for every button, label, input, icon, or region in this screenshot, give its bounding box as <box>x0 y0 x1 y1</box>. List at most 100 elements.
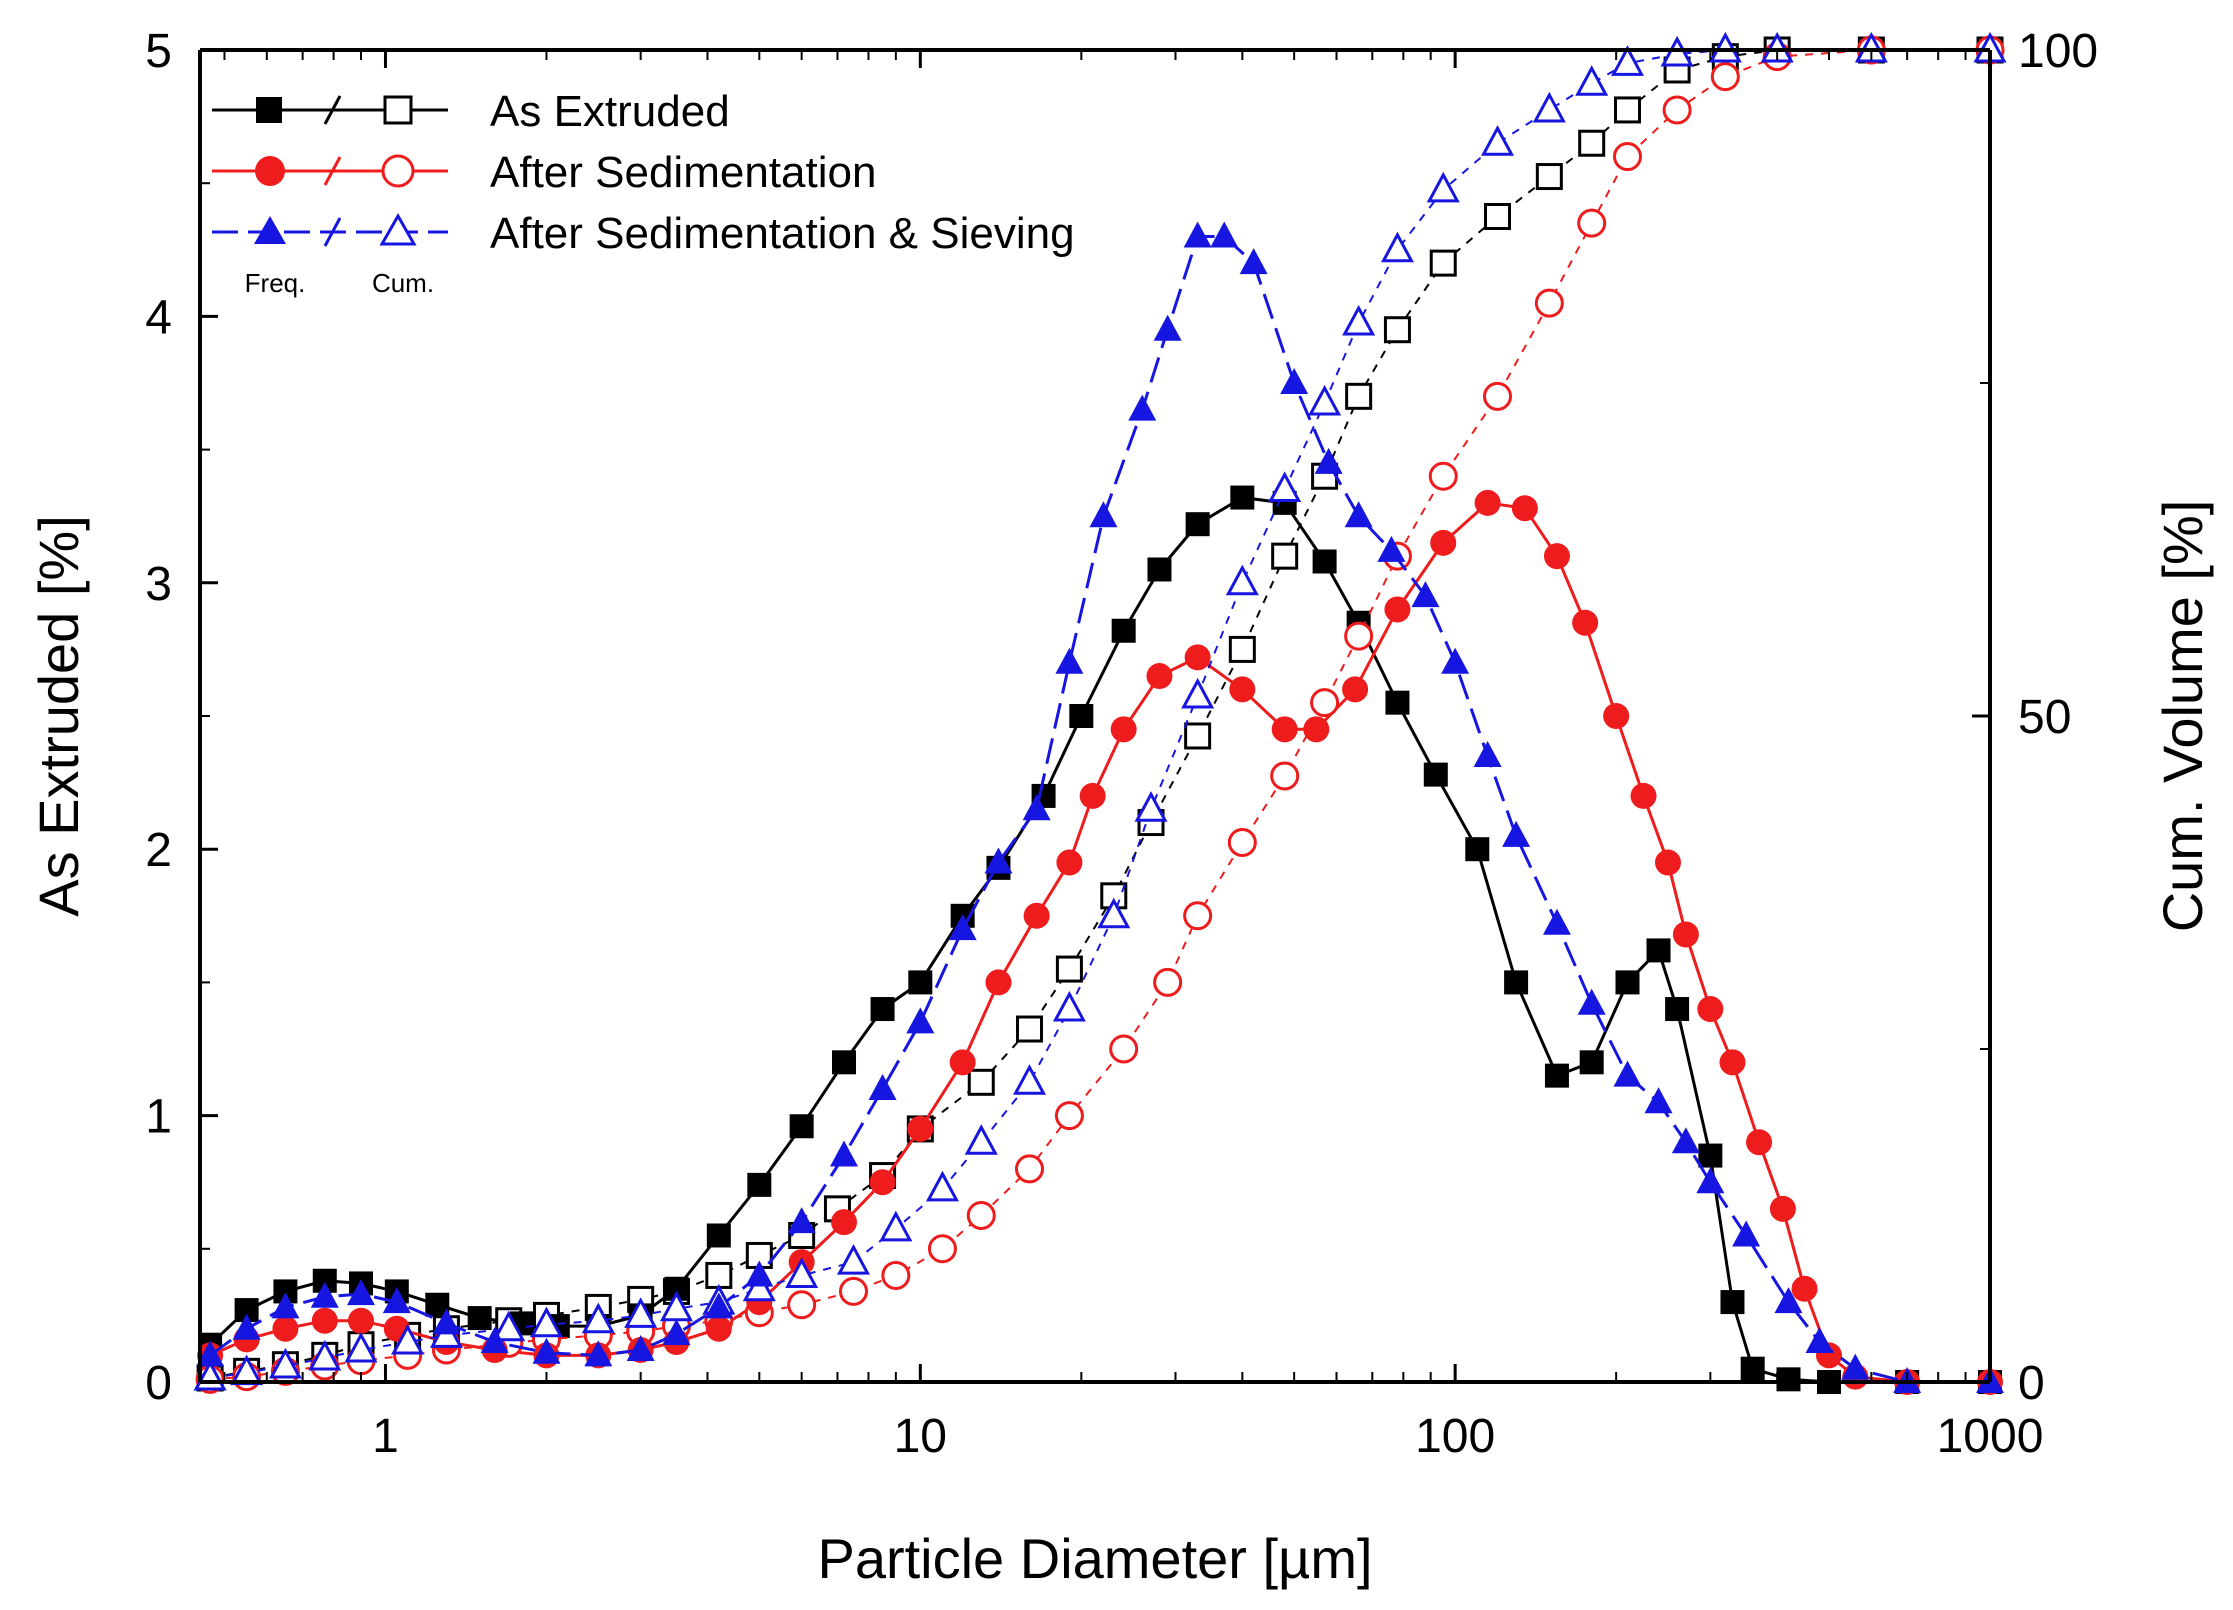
cum-line <box>209 49 1990 1379</box>
freq-point <box>1023 902 1050 929</box>
freq-point <box>272 1315 299 1342</box>
x-tick-label: 1 <box>372 1410 399 1463</box>
freq-point <box>1774 1287 1803 1314</box>
cum-point <box>1483 381 1513 411</box>
legend-marker-freq <box>256 97 282 123</box>
y-right-tick-label: 0 <box>2018 1357 2045 1410</box>
legend-entry-after-sedimentation-sieving: After Sedimentation & Sieving <box>212 209 1075 258</box>
y-left-tick-label: 3 <box>145 558 172 611</box>
freq-point <box>1502 820 1531 847</box>
freq-point <box>1732 1220 1761 1247</box>
cum-point <box>1153 967 1183 997</box>
freq-point <box>1511 495 1538 522</box>
legend-slash <box>323 217 342 247</box>
series-after-sedimentation-sieving <box>193 31 2007 1393</box>
freq-point <box>870 997 895 1022</box>
legend-label: As Extruded <box>490 87 730 136</box>
freq-point <box>1128 394 1157 421</box>
freq-point <box>1314 447 1343 474</box>
freq-point <box>1740 1356 1765 1381</box>
cum-point <box>1183 901 1213 931</box>
cum-point <box>529 1306 563 1338</box>
freq-point <box>432 1308 461 1335</box>
cum-point <box>1054 1101 1084 1131</box>
legend-cum-label: Cum. <box>372 268 434 298</box>
freq-point <box>1079 782 1106 809</box>
freq-point <box>706 1223 731 1248</box>
freq-point <box>662 1319 691 1346</box>
freq-point <box>1147 557 1172 582</box>
freq-point <box>948 914 977 941</box>
cum-point <box>836 1243 871 1275</box>
cum-point <box>1270 761 1300 791</box>
y-right-tick-label: 50 <box>2018 691 2071 744</box>
freq-point <box>232 1313 261 1340</box>
cum-point <box>1428 461 1458 491</box>
freq-point <box>1110 716 1137 743</box>
series-layer <box>193 31 2007 1395</box>
cum-point <box>1052 990 1086 1022</box>
freq-point <box>1654 849 1681 876</box>
freq-point <box>1184 644 1211 671</box>
freq-point <box>1572 609 1599 636</box>
y-left-tick-label: 0 <box>145 1357 172 1410</box>
cum-point <box>1484 203 1512 230</box>
freq-point <box>1746 1129 1773 1156</box>
cum-point <box>742 1270 776 1302</box>
legend-slash <box>323 156 342 186</box>
x-tick-label: 10 <box>894 1410 947 1463</box>
legend-label: After Sedimentation & Sieving <box>490 209 1075 258</box>
cum-point <box>1578 129 1606 157</box>
freq-point <box>1665 997 1690 1022</box>
cum-point <box>581 1302 615 1334</box>
freq-point <box>1630 782 1657 809</box>
freq-point <box>985 969 1012 996</box>
freq-point <box>1210 221 1239 248</box>
cum-point <box>879 1210 913 1242</box>
cum-point <box>1710 62 1740 92</box>
cum-point <box>925 1170 959 1202</box>
freq-point <box>1791 1275 1818 1302</box>
cum-point <box>1014 1154 1044 1184</box>
cum-point <box>344 1331 378 1363</box>
freq-point <box>1474 489 1501 516</box>
freq-point <box>1577 988 1606 1015</box>
legend: As Extruded After Sedimentation After Se… <box>212 87 1075 298</box>
cum-point <box>1344 621 1374 651</box>
freq-point <box>1089 501 1118 528</box>
freq-point <box>1303 716 1330 743</box>
freq-point <box>704 1292 733 1319</box>
freq-point <box>1579 1050 1604 1075</box>
cum-point <box>1532 91 1566 123</box>
cum-point <box>1308 384 1342 416</box>
cum-point <box>1612 142 1642 172</box>
cum-point <box>967 1068 995 1096</box>
cum-point <box>705 1261 733 1289</box>
freq-point <box>1229 676 1256 703</box>
legend-marker-freq <box>254 216 286 244</box>
y-left-tick-label: 5 <box>145 25 172 78</box>
cum-point <box>1227 828 1257 858</box>
cum-point <box>1228 635 1256 663</box>
cum-point <box>1225 564 1259 596</box>
cum-point <box>964 1124 998 1155</box>
freq-point <box>868 1073 897 1100</box>
cum-point <box>1109 1034 1139 1064</box>
freq-point <box>745 1260 774 1287</box>
cum-point <box>1662 95 1692 125</box>
freq-point <box>1542 908 1571 935</box>
freq-point <box>1271 716 1298 743</box>
cum-point <box>1610 45 1645 76</box>
y-right-tick-label: 100 <box>2018 25 2098 78</box>
y-right-axis-title: Cum. Volume [%] <box>2151 500 2214 933</box>
cum-point <box>1429 249 1457 277</box>
x-axis-title: Particle Diameter [µm] <box>817 1527 1372 1590</box>
freq-point <box>705 1315 732 1342</box>
freq-point <box>467 1306 492 1331</box>
freq-point <box>480 1327 509 1354</box>
freq-point <box>196 1340 225 1367</box>
freq-point <box>1022 794 1051 821</box>
legend-marker-cum <box>379 212 417 246</box>
